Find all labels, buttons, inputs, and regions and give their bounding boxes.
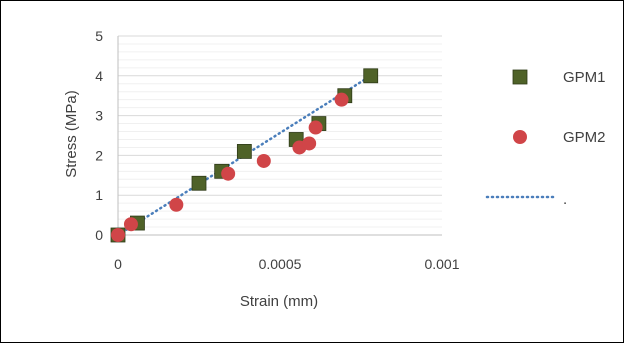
y-tick-label: 2 [95, 147, 103, 163]
gpm2-point [111, 228, 125, 242]
gpm1-point [237, 144, 251, 158]
gpm1-point [364, 69, 378, 83]
legend: GPM1 GPM2. [487, 69, 606, 208]
y-tick-label: 3 [95, 108, 103, 124]
gpm2-point [309, 121, 323, 135]
x-tick-label: 0 [114, 256, 122, 272]
gpm2-point [257, 154, 271, 168]
gpm2-point [124, 217, 138, 231]
legend-label-trendline: . [563, 191, 567, 208]
legend-marker-gpm1 [513, 70, 527, 84]
y-tick-label: 0 [95, 227, 103, 243]
legend-marker-gpm2 [513, 130, 527, 144]
gpm2-point [221, 167, 235, 181]
gpm2-point [302, 136, 316, 150]
gpm2-point [335, 93, 349, 107]
gridlines [118, 36, 442, 227]
y-tick-label: 5 [95, 28, 103, 44]
legend-label-gpm1: GPM1 [563, 69, 606, 86]
y-tick-label: 1 [95, 187, 103, 203]
y-axis-title: Stress (MPa) [63, 90, 80, 178]
x-tick-label: 0.001 [424, 256, 459, 272]
gpm2-point [169, 198, 183, 212]
stress-strain-chart: 0 1 2 3 4 5 0 0.0005 0.001 Strain (mm) Stress (M… [1, 1, 623, 342]
x-axis-title: Strain (mm) [240, 293, 318, 310]
y-tick-label: 4 [95, 68, 103, 84]
gpm1-point [192, 176, 206, 190]
x-tick-label: 0.0005 [259, 256, 302, 272]
legend-label-gpm2: GPM2 [563, 129, 606, 146]
